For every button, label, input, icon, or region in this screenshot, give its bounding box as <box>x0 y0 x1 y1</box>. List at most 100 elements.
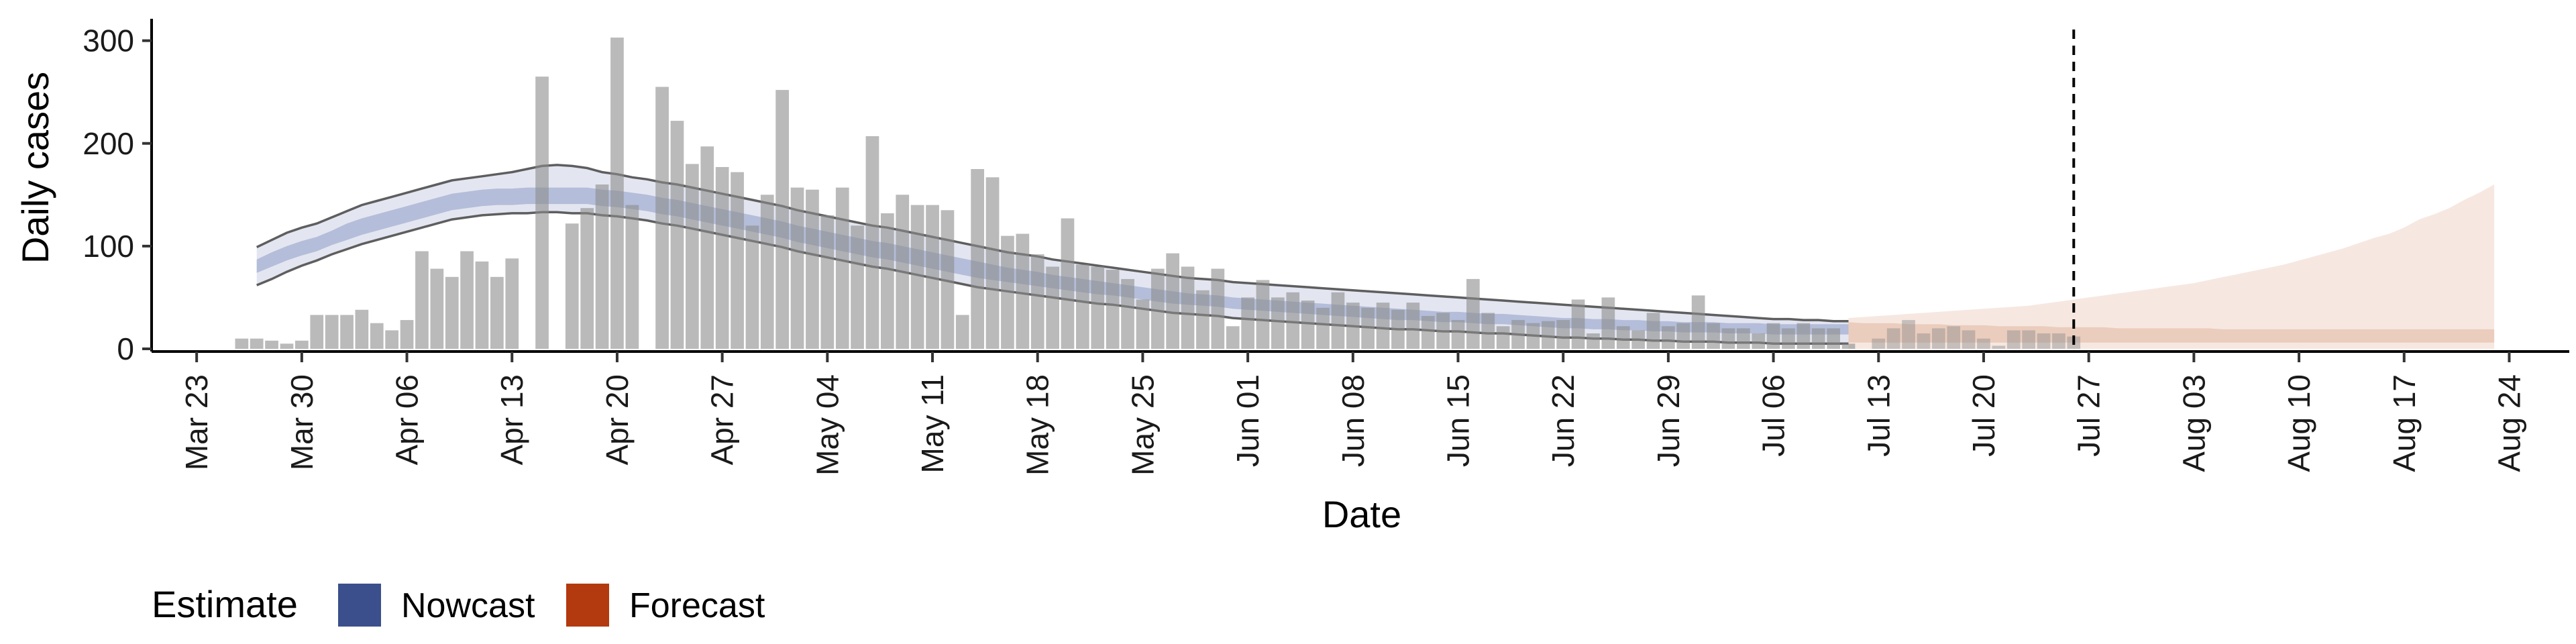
bar <box>1496 326 1510 349</box>
bar <box>1571 299 1585 349</box>
bar <box>1241 297 1254 349</box>
bar <box>1346 303 1360 349</box>
y-tick-label: 100 <box>83 229 134 264</box>
bar <box>265 340 278 350</box>
x-tick-label: Aug 24 <box>2492 374 2527 472</box>
bar <box>1301 301 1315 349</box>
bar <box>715 167 729 349</box>
bar <box>1271 297 1285 349</box>
x-tick-label: May 18 <box>1020 374 1055 476</box>
bar <box>655 87 669 349</box>
bar <box>1076 264 1089 349</box>
bar <box>355 309 369 349</box>
bar <box>1811 328 1825 349</box>
x-tick-label: May 04 <box>810 374 845 476</box>
bar <box>1451 320 1465 349</box>
y-tick-label: 200 <box>83 126 134 161</box>
bar <box>370 323 384 349</box>
x-tick-label: Apr 13 <box>494 374 529 466</box>
bar <box>806 189 819 349</box>
bar <box>1766 323 1780 349</box>
legend-title: Estimate <box>152 583 298 625</box>
bar <box>460 251 474 349</box>
bar <box>1256 280 1270 349</box>
bar <box>625 205 639 349</box>
bar <box>881 213 894 349</box>
y-tick-label: 300 <box>83 23 134 58</box>
bar <box>1601 297 1615 349</box>
bar <box>1827 328 1840 349</box>
bar <box>835 187 849 349</box>
bar <box>1691 295 1705 349</box>
bar <box>760 195 774 349</box>
bar <box>1391 309 1405 349</box>
bar <box>295 340 309 350</box>
x-tick-label: Apr 27 <box>705 374 740 466</box>
bar <box>1226 326 1240 349</box>
bar <box>1481 313 1495 349</box>
bar <box>415 251 429 349</box>
bar <box>1361 307 1375 350</box>
bar <box>1886 328 1900 349</box>
axes: 0 100 200 300 Mar 23 Mar 30 Apr 06 Apr 13 Apr 20… <box>83 19 2569 476</box>
bar <box>1646 313 1660 349</box>
legend-label-nowcast: Nowcast <box>401 586 535 625</box>
bar <box>445 276 459 349</box>
bar <box>430 268 444 349</box>
bar <box>1616 326 1630 349</box>
bar <box>745 225 759 350</box>
bar <box>926 205 939 349</box>
bar <box>670 121 684 349</box>
bar <box>1932 328 1945 349</box>
x-tick-label: Aug 17 <box>2387 374 2422 472</box>
bar <box>1917 333 1931 349</box>
bar <box>1631 330 1645 349</box>
x-tick-label: Apr 06 <box>390 374 425 466</box>
bar <box>1001 235 1014 349</box>
bar <box>385 330 398 349</box>
bar <box>400 320 414 349</box>
bar <box>505 258 519 350</box>
x-tick-label: Jul 13 <box>1861 374 1896 457</box>
bar <box>1676 323 1690 349</box>
bar <box>310 315 324 349</box>
x-tick-label: Apr 20 <box>600 374 635 466</box>
x-tick-label: Mar 23 <box>179 374 214 470</box>
bar <box>971 169 984 349</box>
bar <box>2006 330 2021 349</box>
bar <box>2052 333 2065 349</box>
bar <box>1977 338 1990 349</box>
bar <box>686 164 699 349</box>
x-tick-label: Jul 27 <box>2072 374 2106 457</box>
x-tick-label: Jun 08 <box>1336 374 1371 467</box>
bar <box>1587 333 1600 349</box>
bar <box>1526 323 1540 349</box>
x-tick-label: Mar 30 <box>284 374 319 470</box>
bar <box>1376 303 1390 349</box>
bar <box>1796 323 1811 349</box>
bar <box>1841 343 1856 349</box>
bar <box>896 195 910 349</box>
bar <box>1061 218 1075 349</box>
forecast-inner-band <box>1848 322 2495 343</box>
bar <box>595 184 609 349</box>
bar <box>1542 321 1555 349</box>
x-tick-label: Jul 20 <box>1966 374 2001 457</box>
bar <box>340 315 354 349</box>
bar <box>235 338 249 349</box>
bar <box>1737 328 1750 349</box>
bar <box>535 76 549 349</box>
bar <box>1992 345 2006 349</box>
bar <box>1406 303 1420 349</box>
bar <box>1181 266 1195 349</box>
bar <box>1196 290 1210 349</box>
bar <box>1721 328 1735 349</box>
bar <box>565 223 579 349</box>
bar <box>1151 268 1165 349</box>
legend-swatch-forecast <box>566 584 609 627</box>
x-tick-label: Jun 29 <box>1651 374 1686 467</box>
bar <box>1331 292 1345 349</box>
bar <box>1902 320 1915 349</box>
legend: Estimate Nowcast Forecast <box>152 583 765 627</box>
bar <box>1752 333 1766 349</box>
